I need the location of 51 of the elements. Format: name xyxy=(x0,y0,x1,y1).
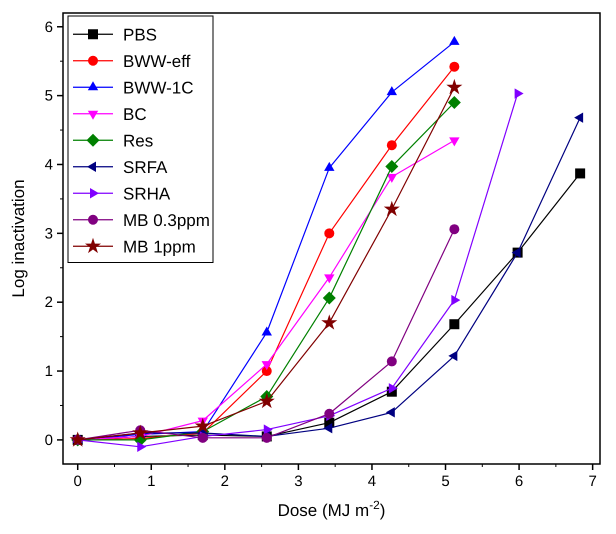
x-tick-label: 2 xyxy=(220,473,230,490)
point xyxy=(449,319,460,330)
x-axis-title: Dose (MJ m$^{-2}$) xyxy=(278,498,386,520)
point xyxy=(386,86,398,96)
point xyxy=(386,140,397,150)
y-tick-label: 3 xyxy=(44,225,53,242)
x-tick-label: 7 xyxy=(588,473,597,490)
legend-label: MB 0.3ppm xyxy=(123,210,210,230)
point xyxy=(446,78,462,94)
point xyxy=(321,314,338,330)
point xyxy=(386,356,397,366)
y-tick-label: 6 xyxy=(44,18,53,36)
x-tick-label: 0 xyxy=(74,473,82,490)
y-tick-label: 2 xyxy=(44,294,53,312)
x-tick-label: 4 xyxy=(368,473,376,490)
point xyxy=(324,274,334,284)
point xyxy=(388,383,398,394)
x-tick-label: 1 xyxy=(147,473,156,490)
point xyxy=(449,62,460,72)
legend-label: PBS xyxy=(123,25,158,44)
point xyxy=(449,137,460,146)
legend-label: SRHA xyxy=(123,184,171,204)
y-tick-label: 0 xyxy=(44,432,53,449)
point xyxy=(448,96,461,110)
legend-label: BWW-eff xyxy=(123,52,191,71)
point xyxy=(258,392,275,408)
y-axis-title: Log inactivation xyxy=(9,179,28,298)
legend-label: SRFA xyxy=(123,158,168,177)
point xyxy=(385,160,398,174)
legend-label: Res xyxy=(123,131,154,150)
y-tick-label: 5 xyxy=(44,88,53,105)
point xyxy=(451,294,460,306)
legend-label: BWW-1C xyxy=(123,78,194,98)
y-tick-label: 4 xyxy=(44,156,53,174)
legend-label: BC xyxy=(123,104,147,124)
point xyxy=(137,442,146,452)
point xyxy=(575,168,586,178)
point xyxy=(194,418,211,433)
y-tick-label: 1 xyxy=(44,363,53,380)
x-tick-label: 3 xyxy=(294,473,303,490)
point xyxy=(322,292,336,305)
point xyxy=(449,224,460,234)
point xyxy=(574,112,584,123)
x-tick-label: 5 xyxy=(441,473,450,490)
legend-label: MB 1ppm xyxy=(123,237,196,256)
point xyxy=(384,200,400,216)
point xyxy=(386,174,398,183)
x-tick-label: 6 xyxy=(514,473,524,490)
point xyxy=(324,228,334,238)
point xyxy=(264,424,273,435)
point xyxy=(132,424,148,440)
